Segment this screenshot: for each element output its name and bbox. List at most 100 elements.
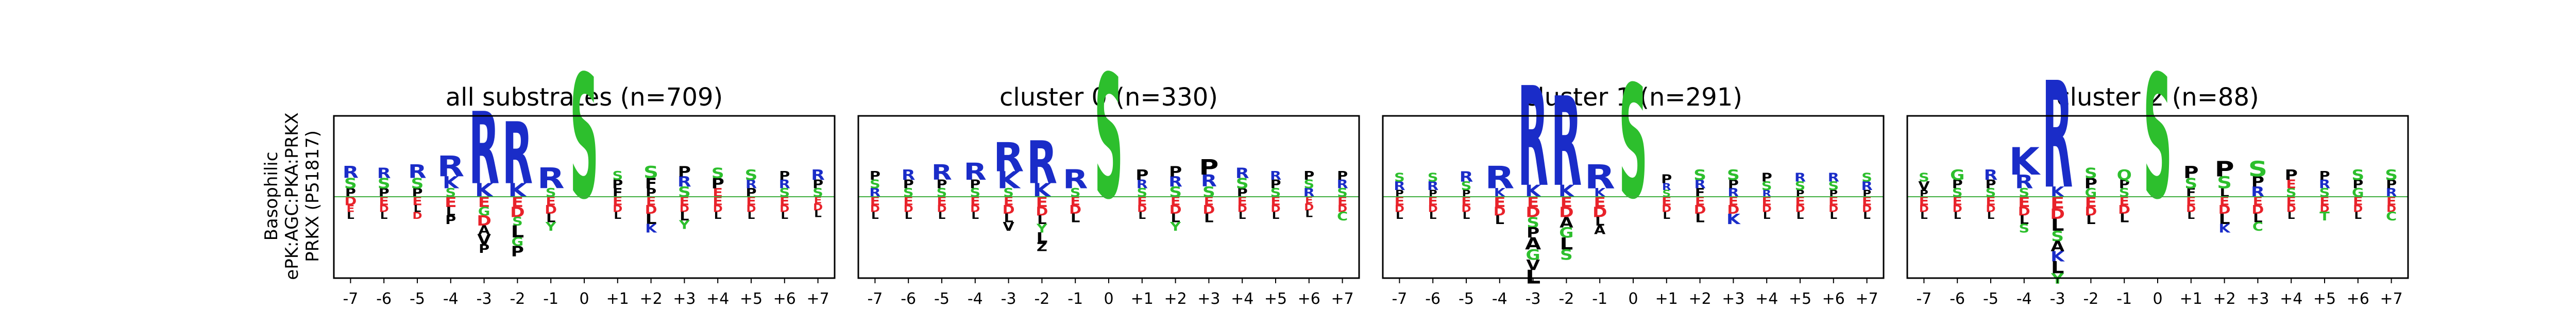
logo-letter-up-0-1: S	[344, 176, 357, 192]
x-tick-label: -1	[543, 290, 558, 308]
logo-letter-down-4-0: E	[1527, 194, 1539, 211]
x-tick-label: -5	[1983, 290, 1998, 308]
logo-letter-down-9-3: K	[645, 222, 657, 236]
logo-letter-down-9-3: Y	[1170, 220, 1181, 234]
logo-letter-down-9-2: L	[2219, 211, 2230, 228]
logo-letter-down-1-0: E	[1428, 195, 1438, 209]
logo-letter-down-14-2: C	[2386, 210, 2397, 224]
y-axis-label: Basophilic ePK:AGC:PKA:PRKX PRKX (P51817…	[261, 112, 323, 280]
logo-letter-down-1-0: E	[379, 195, 389, 209]
logo-letter-up-10-1: R	[677, 174, 691, 190]
logo-letter-down-13-1: D	[779, 203, 789, 214]
logo-letter-down-3-2: P	[445, 213, 456, 227]
logo-letter-up-0-2: S	[1394, 171, 1405, 185]
logo-letter-down-11-1: D	[2286, 203, 2296, 214]
panel-frame	[1906, 115, 2409, 279]
x-tick-label: 0	[1628, 290, 1638, 308]
logo-letter-down-2-1: D	[1986, 203, 1995, 214]
logo-letter-down-11-1: D	[713, 203, 723, 214]
logo-letter-up-14-1: P	[812, 178, 823, 192]
logo-letter-down-0-1: D	[1919, 203, 1929, 214]
logo-letter-up-4-0: K	[2050, 184, 2065, 200]
x-tick-label: -4	[1492, 290, 1507, 308]
logo-letter-up-1-1: S	[378, 176, 391, 192]
logo-letter-down-6-3: Y	[545, 220, 557, 234]
panel-title: cluster 1 (n=291)	[1524, 83, 1742, 112]
logo-letter-down-1-1: D	[379, 203, 389, 214]
logo-letter-down-0-0: E	[870, 195, 880, 209]
logo-letter-up-8-2: S	[612, 169, 623, 183]
logo-letter-down-4-5: P	[479, 243, 489, 256]
logo-letter-up-10-2: S	[1727, 167, 1740, 183]
logo-letter-up-9-1: S	[2217, 173, 2232, 192]
logo-letter-down-4-2: L	[1004, 212, 1013, 226]
logo-letter-up-8-1: P	[612, 178, 623, 192]
logo-letter-down-4-1: G	[478, 205, 490, 219]
logo-letter-down-13-0: E	[1305, 195, 1313, 205]
logo-letter-up-2-2: R	[408, 160, 426, 182]
logo-letter-down-12-2: T	[2319, 210, 2330, 224]
logo-letter-down-4-1: D	[1526, 204, 1540, 221]
logo-letter-down-10-1: D	[1727, 203, 1740, 217]
logo-letter-up-2-1: S	[1461, 179, 1472, 193]
x-tick-label: -3	[1001, 290, 1016, 308]
logo-letter-up-5-1: P	[2084, 176, 2097, 192]
logo-letter-down-8-1: D	[1137, 203, 1147, 214]
y-label-line-2: ePK:AGC:PKA:PRKX	[282, 112, 302, 280]
logo-letter-down-1-2: L	[1954, 210, 1961, 221]
logo-letter-up-8-2: P	[1661, 173, 1672, 186]
logo-letter-up-2-1: P	[937, 178, 947, 192]
logo-letter-down-14-2: L	[1863, 210, 1871, 221]
logo-letter-up-14-2: S	[2385, 167, 2398, 183]
logo-letter-down-12-1: D	[2319, 203, 2329, 214]
x-tick-label: -7	[867, 290, 883, 308]
panel-frame	[1382, 115, 1885, 279]
x-tick-label: -4	[968, 290, 983, 308]
logo-letter-down-13-2: L	[1830, 210, 1838, 221]
logo-letter-down-3-1: D	[970, 203, 980, 214]
logo-panels: all substrates (n=709)PSRDEL-7PSREDL-6PS…	[333, 39, 2409, 308]
logo-letter-down-5-2: A	[1560, 215, 1573, 231]
logo-letter-down-10-0: E	[1204, 195, 1214, 209]
logo-letter-up-13-2: P	[779, 169, 790, 183]
logo-letter-down-5-2: L	[2086, 213, 2095, 227]
logo-letter-up-8-1: S	[2184, 176, 2197, 192]
x-tick-label: -3	[2050, 290, 2065, 308]
logo-letter-up-13-2: R	[1828, 171, 1839, 185]
logo-letter-down-0-2: L	[1920, 210, 1928, 221]
logo-letter-up-3-2: R	[437, 150, 464, 183]
logo-letter-up-9-1: R	[1694, 178, 1706, 192]
logo-letter-down-8-1: D	[2186, 203, 2196, 214]
logo-letter-down-14-2: C	[1337, 210, 1348, 224]
logo-letter-down-6-2: L	[2120, 212, 2129, 226]
logo-letter-up-11-2: P	[2285, 167, 2298, 183]
x-tick-label: -5	[410, 290, 425, 308]
logo-letter-down-6-1: D	[2118, 203, 2130, 217]
logo-letter-down-5-3: G	[1559, 225, 1573, 241]
logo-letter-down-5-4: G	[512, 235, 524, 249]
logo-letter-up-7-0: S	[1619, 53, 1648, 234]
logo-letter-up-11-1: P	[711, 176, 724, 192]
logo-letter-up-2-1: P	[1986, 178, 1996, 192]
logo-panel-0: all substrates (n=709)PSRDEL-7PSREDL-6PS…	[333, 39, 836, 308]
logo-letter-up-7-0: S	[570, 39, 599, 237]
logo-letter-up-3-1: K	[443, 173, 460, 192]
logo-letter-down-6-0: E	[2119, 195, 2129, 209]
logo-letter-up-11-1: E	[2286, 178, 2296, 192]
logo-letter-up-10-1: R	[1201, 171, 1217, 191]
logo-letter-down-13-1: D	[1828, 203, 1838, 214]
logo-letter-down-0-1: D	[870, 203, 880, 214]
x-tick-label: +2	[1164, 290, 1187, 308]
logo-letter-down-2-0: E	[412, 195, 422, 209]
logo-letter-down-8-2: L	[1139, 210, 1146, 221]
logo-letter-down-2-0: E	[937, 195, 947, 209]
logo-letter-down-5-4: L	[1036, 230, 1047, 246]
logo-letter-down-3-3: S	[2019, 222, 2029, 236]
x-tick-label: +1	[606, 290, 629, 308]
x-tick-label: +5	[740, 290, 762, 308]
logo-letter-up-7-0: S	[2143, 39, 2172, 237]
logo-letter-down-4-2: D	[477, 213, 492, 229]
logo-letter-down-3-0: E	[445, 194, 456, 211]
logo-letter-down-10-2: L	[680, 210, 689, 224]
logo-letter-down-4-3: V	[1003, 220, 1014, 234]
